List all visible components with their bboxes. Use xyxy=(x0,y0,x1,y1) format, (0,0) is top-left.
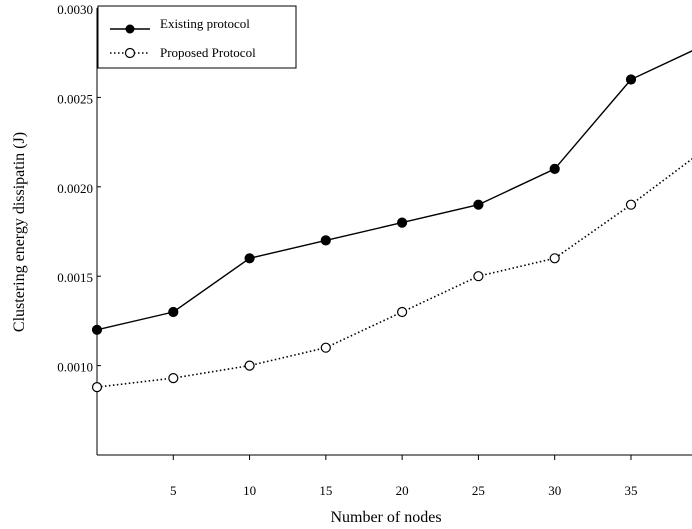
existing-data-point xyxy=(473,199,484,210)
x-axis-title: Number of nodes xyxy=(330,509,441,526)
proposed-data-point xyxy=(244,360,255,371)
x-tick-label: 10 xyxy=(243,483,256,498)
x-tick-label: 15 xyxy=(319,483,332,498)
plot-area: 0.0010 0.0015 0.0020 0.0025 0.0030 5 10 15 20 25 3… xyxy=(57,2,692,498)
x-tick-label: 20 xyxy=(396,483,409,498)
y-tick-label: 0.0010 xyxy=(57,360,93,375)
legend-existing-label: Existing protocol xyxy=(160,16,250,31)
x-tick-label: 30 xyxy=(548,483,561,498)
y-axis-title: Clustering energy dissipatin (J) xyxy=(11,132,28,332)
x-tick-label: 25 xyxy=(472,483,485,498)
y-tick-label: 0.0015 xyxy=(57,270,93,285)
y-tick-label: 0.0020 xyxy=(57,181,93,196)
legend-proposed-label: Proposed Protocol xyxy=(160,45,256,60)
legend-proposed-marker xyxy=(124,47,136,59)
legend: Existing protocol Proposed Protocol xyxy=(97,5,297,69)
existing-data-point xyxy=(320,235,331,246)
existing-data-point xyxy=(244,253,255,264)
existing-data-point xyxy=(549,163,560,174)
x-tick-label: 35 xyxy=(624,483,637,498)
x-tick-label: 5 xyxy=(170,483,177,498)
y-tick-label: 0.0030 xyxy=(57,2,93,17)
proposed-data-point xyxy=(91,382,103,393)
existing-data-point xyxy=(625,74,637,85)
existing-data-point xyxy=(91,324,103,335)
existing-data-point xyxy=(397,217,408,228)
series-line-proposed xyxy=(96,157,692,388)
series-line-existing xyxy=(96,50,692,331)
proposed-data-point xyxy=(397,306,408,318)
proposed-data-point xyxy=(549,253,560,264)
y-tick-label: 0.0025 xyxy=(57,91,93,106)
proposed-data-point xyxy=(625,199,637,210)
proposed-data-point xyxy=(320,342,331,353)
proposed-data-point xyxy=(168,373,179,384)
legend-existing-marker xyxy=(125,24,135,34)
existing-data-point xyxy=(168,306,179,318)
proposed-data-point xyxy=(473,271,484,282)
